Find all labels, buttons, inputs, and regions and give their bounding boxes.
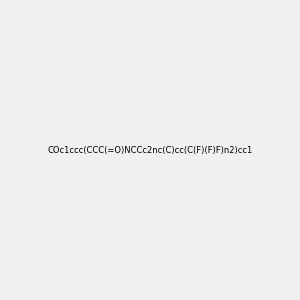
Text: COc1ccc(CCC(=O)NCCc2nc(C)cc(C(F)(F)F)n2)cc1: COc1ccc(CCC(=O)NCCc2nc(C)cc(C(F)(F)F)n2)… [47,146,253,154]
